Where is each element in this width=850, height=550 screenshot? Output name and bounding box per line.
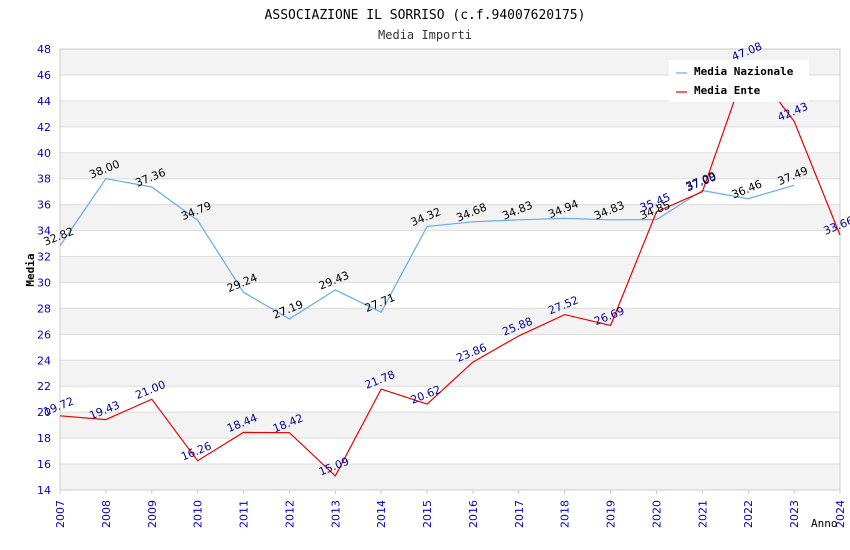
plot-band [60, 256, 840, 283]
series-line-media-ente [59, 59, 841, 477]
y-tick-label: 46 [37, 69, 51, 82]
legend-label-media-nazionale: Media Nazionale [694, 65, 794, 78]
x-tick-label: 2019 [605, 500, 618, 528]
y-tick-label: 48 [37, 43, 51, 56]
y-tick-label: 18 [37, 432, 51, 445]
x-tick-label: 2009 [146, 500, 159, 528]
x-axis-ticks: 2007 2008 2009 2010 2011 2012 2013 2014 2015 2016… [54, 490, 847, 528]
x-tick-label: 2022 [742, 500, 755, 528]
y-axis-label: Media [24, 253, 37, 286]
x-tick-label: 2012 [283, 500, 296, 528]
x-tick-label: 2023 [788, 500, 801, 528]
plot-band [60, 464, 840, 490]
data-label-media-nazionale: 36.46 [730, 178, 764, 202]
y-tick-label: 16 [37, 458, 51, 471]
plot-bands [60, 49, 840, 490]
plot-band [60, 100, 840, 127]
y-tick-label: 42 [37, 121, 51, 134]
y-tick-label: 30 [37, 276, 51, 289]
y-tick-label: 44 [37, 95, 51, 108]
x-tick-label: 2021 [696, 500, 709, 528]
plot-band [60, 308, 840, 335]
plot-band [60, 412, 840, 439]
y-tick-label: 38 [37, 173, 51, 186]
x-tick-label: 2024 [834, 500, 847, 528]
plot-band [60, 204, 840, 231]
chart-subtitle: Media Importi [378, 28, 472, 42]
y-tick-label: 22 [37, 380, 51, 393]
plot-band [60, 360, 840, 387]
y-tick-label: 26 [37, 328, 51, 341]
x-tick-label: 2010 [192, 500, 205, 528]
series-line-media-nazionale [59, 178, 795, 320]
x-tick-label: 2018 [559, 500, 572, 528]
legend-box [669, 60, 809, 102]
x-axis-label: Anno [811, 517, 838, 530]
x-tick-label: 2020 [650, 500, 663, 528]
x-tick-label: 2014 [375, 500, 388, 528]
legend-label-media-ente: Media Ente [694, 84, 761, 97]
y-tick-label: 20 [37, 406, 51, 419]
y-axis-ticks: 14 16 18 20 22 24 26 28 30 32 34 36 38 40 42 44 46 48 [37, 43, 51, 497]
x-tick-label: 2015 [421, 500, 434, 528]
y-tick-label: 28 [37, 302, 51, 315]
y-tick-label: 14 [37, 484, 51, 497]
plot-band [60, 152, 840, 179]
y-tick-label: 32 [37, 251, 51, 264]
plot-area-frame [59, 48, 841, 491]
y-tick-label: 24 [37, 354, 51, 367]
x-tick-label: 2007 [54, 500, 67, 528]
legend: Media Nazionale Media Ente [669, 60, 809, 102]
chart-title: ASSOCIAZIONE IL SORRISO (c.f.94007620175… [265, 8, 586, 23]
y-tick-label: 40 [37, 147, 51, 160]
y-tick-label: 36 [37, 199, 51, 212]
x-tick-label: 2008 [100, 500, 113, 528]
x-tick-label: 2011 [238, 500, 251, 528]
x-tick-label: 2016 [467, 500, 480, 528]
series-lines [59, 59, 841, 477]
x-tick-label: 2017 [513, 500, 526, 528]
y-tick-label: 34 [37, 225, 51, 238]
x-tick-label: 2013 [329, 500, 342, 528]
